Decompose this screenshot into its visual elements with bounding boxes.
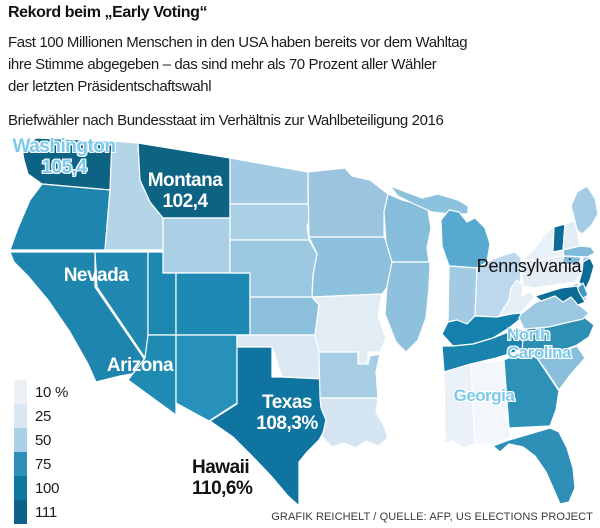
legend-swatch: [14, 452, 27, 476]
intro-text-line: Fast 100 Millionen Menschen in den USA h…: [8, 34, 468, 51]
state-nm: [175, 334, 238, 422]
legend-swatch: [14, 380, 27, 404]
state-tx: [209, 346, 336, 507]
legend-row: 10 %: [14, 380, 68, 404]
state-wv: [498, 279, 536, 317]
chart-title: Rekord beim „Early Voting“: [8, 4, 208, 21]
state-mi: [440, 209, 491, 269]
legend-swatch: [14, 404, 27, 428]
map-label-line: 108,3%: [256, 413, 318, 434]
state-il: [384, 261, 431, 353]
state-md: [534, 285, 586, 306]
intro-text-line: ihre Stimme abgegeben – das sind mehr al…: [8, 56, 437, 73]
state-sc: [536, 345, 586, 391]
map-label-line: 105,4: [41, 157, 87, 178]
state-ms: [443, 363, 476, 449]
legend-swatch: [14, 476, 27, 500]
legend-row: 75: [14, 452, 68, 476]
map-label-montana: Montana 102,4: [148, 170, 223, 212]
map-label-hawaii: Hawaii 110,6%: [192, 457, 253, 499]
state-ca: [9, 251, 146, 383]
map-label-line: Pennsylvania: [476, 256, 582, 276]
map-label-line: Arizona: [106, 355, 174, 376]
legend-tick-label: 75: [35, 455, 52, 473]
state-ct: [561, 255, 582, 267]
legend-tick-label: 50: [35, 431, 52, 449]
legend-tick-label: 10 %: [35, 383, 68, 401]
state-ar: [318, 351, 381, 399]
state-in: [447, 265, 478, 325]
legend-row: 25: [14, 404, 68, 428]
map-label-line: North: [507, 325, 550, 344]
map-label-line: Montana: [147, 170, 223, 191]
state-az: [127, 334, 177, 416]
legend-swatch: [14, 500, 27, 524]
map-label-washington: Washington 105,4: [12, 136, 117, 178]
map-label-line: Nevada: [63, 265, 129, 286]
map-label-line: Carolina: [507, 343, 572, 362]
map-label-line: 110,6%: [192, 478, 253, 499]
legend-swatch: [14, 428, 27, 452]
header: Rekord beim „Early Voting“ Fast 100 Mill…: [8, 4, 580, 129]
map-label-arizona: Arizona: [106, 355, 174, 376]
map-label-nevada: Nevada: [64, 265, 129, 286]
legend-row: 50: [14, 428, 68, 452]
map-label-line: 102,4: [162, 191, 208, 212]
legend-tick-label: 111: [35, 503, 57, 521]
color-scale-legend: 10 % 25 50 75 100 111: [14, 380, 68, 524]
state-miu: [389, 185, 469, 215]
map-label-line: Hawaii: [192, 457, 250, 478]
map-label-line: Washington: [12, 136, 117, 157]
state-la: [319, 397, 389, 449]
state-fl: [492, 427, 576, 505]
map-label-pennsylvania: Pennsylvania: [477, 256, 582, 277]
map-label-line: Georgia: [453, 386, 515, 405]
state-nj: [578, 257, 595, 291]
state-nd: [229, 157, 309, 205]
legend-tick-label: 100: [35, 479, 60, 497]
chart-subtitle: Briefwähler nach Bundesstaat im Verhältn…: [8, 112, 444, 129]
state-co: [175, 272, 251, 336]
states-group: [9, 137, 599, 507]
map-label-north-carolina: North Carolina: [507, 325, 572, 362]
intro-text-line: der letzten Präsidentschaftswahl: [8, 78, 212, 95]
map-label-georgia: Georgia: [454, 387, 515, 405]
state-ia: [308, 236, 395, 298]
legend-tick-label: 25: [35, 407, 52, 425]
state-ga: [503, 351, 560, 429]
intro-text: Fast 100 Millionen Menschen in den USA h…: [8, 32, 580, 98]
state-or: [9, 183, 111, 251]
source-credit: GRAFIK REICHELT / QUELLE: AFP, US ELECTI…: [271, 511, 593, 523]
legend-row: 100: [14, 476, 68, 500]
state-ks: [249, 296, 320, 336]
state-mn: [307, 167, 389, 238]
map-label-texas: Texas 108,3%: [256, 392, 318, 434]
state-sd: [229, 203, 313, 241]
state-wy: [162, 217, 231, 274]
state-me: [570, 185, 599, 235]
map-label-line: Texas: [262, 392, 312, 413]
legend-row: 111: [14, 500, 68, 524]
